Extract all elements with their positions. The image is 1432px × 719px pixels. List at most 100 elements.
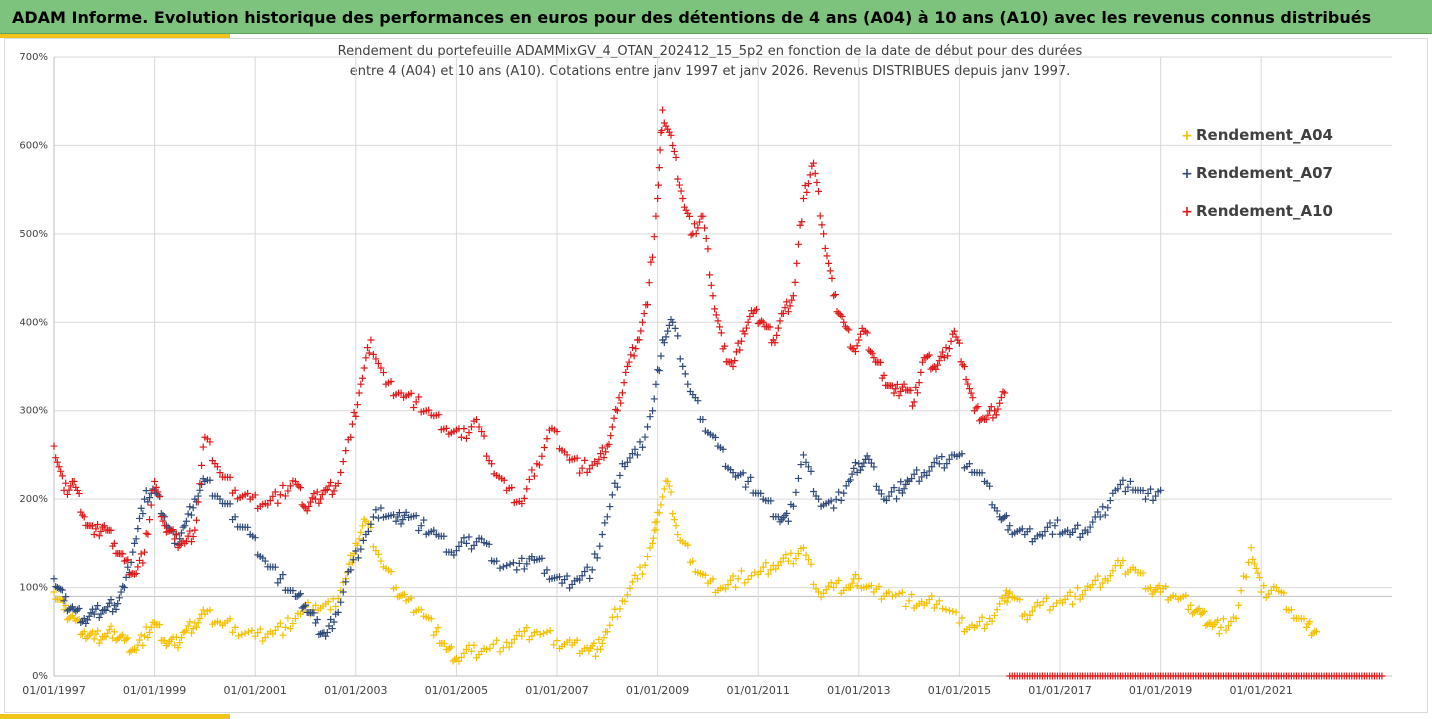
marker-a10 xyxy=(161,522,169,530)
marker-a10 xyxy=(711,305,719,313)
marker-a10 xyxy=(868,349,876,357)
marker-a04 xyxy=(82,635,90,643)
marker-a07 xyxy=(430,526,438,534)
marker-a07 xyxy=(159,511,167,519)
marker-a04 xyxy=(493,636,501,644)
marker-a10 xyxy=(670,147,678,155)
marker-a07 xyxy=(302,601,310,609)
marker-a10 xyxy=(53,458,61,466)
chart-frame xyxy=(4,38,1428,713)
marker-a10 xyxy=(684,209,692,217)
marker-a04 xyxy=(573,636,581,644)
marker-a04 xyxy=(84,633,92,641)
marker-a07 xyxy=(888,488,896,496)
marker-a10 xyxy=(251,491,259,499)
marker-a10 xyxy=(457,433,465,441)
marker-a10 xyxy=(327,478,335,486)
marker-a04 xyxy=(789,560,797,568)
marker-a04 xyxy=(67,613,75,621)
marker-a04 xyxy=(407,594,415,602)
marker-a10 xyxy=(355,389,363,397)
marker-a07 xyxy=(1046,519,1054,527)
marker-a04 xyxy=(1157,588,1165,596)
chart-title-line-1: Rendement du portefeuille ADAMMixGV_4_OT… xyxy=(337,44,1083,59)
marker-a07 xyxy=(1001,513,1009,521)
marker-a04 xyxy=(935,597,943,605)
x-tick-label: 01/01/2017 xyxy=(1028,684,1091,697)
marker-a04 xyxy=(734,575,742,583)
marker-a07 xyxy=(124,563,132,571)
marker-a04 xyxy=(709,575,717,583)
marker-a04 xyxy=(623,591,631,599)
marker-a04 xyxy=(50,588,58,596)
marker-a07 xyxy=(182,517,190,525)
marker-a04 xyxy=(400,590,408,598)
marker-a04 xyxy=(603,628,611,636)
marker-a07 xyxy=(767,497,775,505)
marker-a10 xyxy=(660,119,668,127)
marker-a07 xyxy=(797,461,805,469)
marker-a10 xyxy=(892,385,900,393)
marker-a07 xyxy=(97,610,105,618)
marker-a04 xyxy=(898,588,906,596)
marker-a10 xyxy=(908,402,916,410)
marker-a10 xyxy=(593,460,601,468)
marker-a10 xyxy=(628,344,636,352)
marker-a04 xyxy=(657,501,665,509)
marker-a04 xyxy=(518,632,526,640)
marker-a07 xyxy=(347,566,355,574)
marker-a07 xyxy=(440,532,448,540)
marker-a07 xyxy=(556,573,564,581)
marker-a10 xyxy=(63,490,71,498)
marker-a04 xyxy=(117,632,125,640)
marker-a10 xyxy=(442,424,450,432)
marker-a07 xyxy=(367,520,375,528)
marker-a10 xyxy=(955,339,963,347)
marker-a07 xyxy=(374,514,382,522)
marker-a07 xyxy=(94,602,102,610)
marker-a07 xyxy=(1147,485,1155,493)
marker-a07 xyxy=(1076,533,1084,541)
marker-a04 xyxy=(1071,592,1079,600)
marker-a07 xyxy=(503,561,511,569)
marker-a10 xyxy=(151,477,159,485)
marker-a10 xyxy=(655,164,663,172)
marker-a07 xyxy=(87,609,95,617)
marker-a04 xyxy=(1251,560,1259,568)
marker-a07 xyxy=(515,559,523,567)
marker-a07 xyxy=(729,469,737,477)
marker-a04 xyxy=(649,534,657,542)
marker-a04 xyxy=(653,518,661,526)
marker-a07 xyxy=(890,484,898,492)
marker-a04 xyxy=(846,584,854,592)
marker-a07 xyxy=(945,455,953,463)
marker-a10 xyxy=(665,128,673,136)
marker-a07 xyxy=(53,584,61,592)
marker-a04 xyxy=(1061,595,1069,603)
marker-a07 xyxy=(402,508,410,516)
marker-a04 xyxy=(1043,594,1051,602)
marker-a07 xyxy=(415,527,423,535)
marker-a10 xyxy=(365,349,373,357)
marker-a10 xyxy=(94,520,102,528)
marker-a07 xyxy=(114,600,122,608)
marker-a10 xyxy=(652,212,660,220)
marker-a10 xyxy=(508,484,516,492)
marker-a04 xyxy=(508,639,516,647)
marker-a04 xyxy=(973,622,981,630)
marker-a07 xyxy=(913,466,921,474)
marker-a04 xyxy=(817,593,825,601)
marker-a04 xyxy=(689,557,697,565)
marker-a07 xyxy=(1041,528,1049,536)
marker-a07 xyxy=(467,545,475,553)
marker-a07 xyxy=(807,467,815,475)
marker-a10 xyxy=(132,569,140,577)
marker-a10 xyxy=(279,481,287,489)
marker-a07 xyxy=(457,538,465,546)
marker-a10 xyxy=(841,323,849,331)
marker-a10 xyxy=(895,392,903,400)
marker-a07 xyxy=(657,352,665,360)
marker-a10 xyxy=(478,427,486,435)
marker-a04 xyxy=(231,623,239,631)
marker-a07 xyxy=(194,492,202,500)
